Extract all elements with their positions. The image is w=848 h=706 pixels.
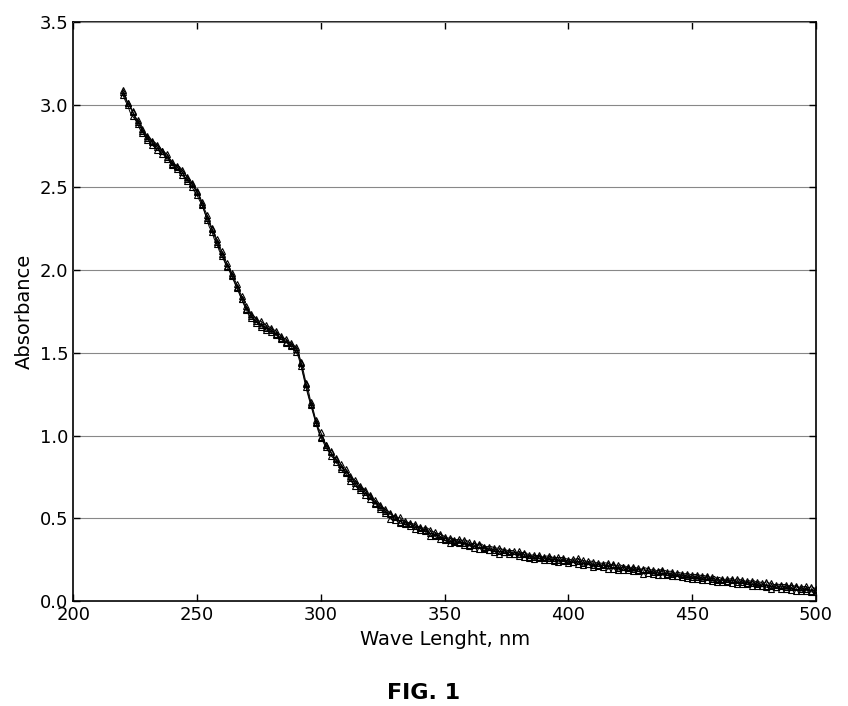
X-axis label: Wave Lenght, nm: Wave Lenght, nm (360, 630, 530, 649)
Text: FIG. 1: FIG. 1 (388, 683, 460, 703)
Y-axis label: Absorbance: Absorbance (15, 254, 34, 369)
